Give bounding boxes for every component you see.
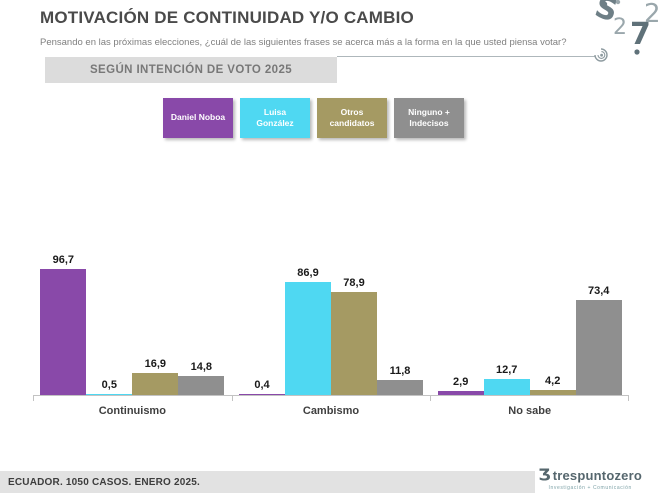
bar-value-label: 73,4	[587, 284, 610, 297]
bar-value-label: 11,8	[389, 364, 411, 377]
brand-3-icon: Ʒ	[538, 465, 551, 484]
bar: 86,9	[285, 267, 331, 395]
bar-value-label: 86,9	[297, 267, 319, 280]
legend-item: Otros candidatos	[317, 98, 387, 138]
category-label: Cambismo	[302, 405, 360, 417]
section-banner: SEGÚN INTENCIÓN DE VOTO 2025	[45, 57, 337, 83]
bar-value-label: 96,7	[52, 254, 75, 267]
bar: 2,9	[437, 376, 484, 395]
bar: 4,2	[529, 374, 576, 395]
bar-value-label: 4,2	[545, 374, 561, 387]
bar-rect	[40, 269, 87, 395]
svg-text:2: 2	[613, 15, 627, 40]
svg-text:7: 7	[630, 17, 651, 52]
bar-value-label: 2,9	[453, 376, 469, 389]
bar-chart-plot-area: 96,7 0,5 16,9 14,8 Continuismo 0,4 86,9 78,9 11,…	[33, 244, 629, 417]
bar-rect	[483, 378, 530, 395]
bar-rect	[132, 373, 179, 395]
brand-caption: Investigación + Comunicación	[548, 485, 632, 491]
bar-group: 0,4 86,9 78,9 11,8 Cambismo	[232, 244, 431, 417]
bar-value-label: 16,9	[144, 358, 167, 371]
bar: 96,7	[40, 254, 87, 395]
header-divider	[337, 56, 595, 57]
axis-tick	[430, 395, 432, 401]
bar: 0,5	[86, 379, 133, 395]
bar-rect	[285, 282, 331, 395]
legend-item-label: Luisa González	[256, 106, 294, 128]
bar-rect	[437, 391, 484, 395]
bar: 0,4	[239, 379, 285, 395]
legend-item-label: Otros candidatos	[329, 106, 375, 128]
bar-rect	[377, 379, 423, 395]
divider-swirl-icon	[593, 48, 609, 69]
bar-value-label: 12,7	[495, 363, 518, 376]
legend-item-label: Ninguno + Indecisos	[408, 106, 450, 128]
corner-brand-mark-icon: S 2 7 2	[588, 0, 660, 89]
bar-rect	[86, 394, 133, 395]
page-title: MOTIVACIÓN DE CONTINUIDAD Y/O CAMBIO	[40, 8, 414, 27]
axis-tick	[628, 395, 629, 401]
footer-source-text: ECUADOR. 1050 CASOS. ENERO 2025.	[8, 476, 201, 488]
bar-rect	[239, 394, 285, 395]
bar-rect	[529, 389, 576, 395]
bar-value-label: 0,5	[101, 379, 117, 391]
bar-value-label: 78,9	[343, 277, 365, 290]
chart-legend: Daniel Noboa Luisa González Otros candidat…	[163, 98, 464, 138]
bar: 11,8	[377, 365, 423, 395]
svg-text:2: 2	[644, 0, 660, 29]
axis-tick	[231, 395, 233, 401]
legend-item: Luisa González	[240, 98, 310, 138]
axis-tick	[33, 395, 34, 401]
bar: 14,8	[178, 360, 225, 395]
bar: 16,9	[132, 358, 179, 395]
section-banner-label: SEGÚN INTENCIÓN DE VOTO 2025	[89, 64, 293, 76]
legend-item: Daniel Noboa	[163, 98, 233, 138]
bar: 78,9	[331, 277, 377, 395]
legend-item-label: Daniel Noboa	[170, 112, 226, 123]
bar-group: 2,9 12,7 4,2 73,4 No sabe	[430, 244, 629, 417]
category-label: No sabe	[508, 405, 552, 417]
bar-value-label: 14,8	[190, 360, 213, 373]
bar-rect	[331, 292, 377, 395]
bar: 12,7	[483, 363, 530, 395]
bar-rect	[178, 375, 225, 395]
legend-item: Ninguno + Indecisos	[394, 98, 464, 138]
bar: 73,4	[575, 284, 622, 395]
brand-logo: Ʒ trespuntozero Investigación + Comunica…	[538, 465, 642, 492]
footer-source-bar: ECUADOR. 1050 CASOS. ENERO 2025.	[0, 471, 535, 493]
category-label: Continuismo	[98, 405, 166, 417]
bar-group: 96,7 0,5 16,9 14,8 Continuismo	[33, 244, 232, 417]
bar-value-label: 0,4	[254, 379, 270, 391]
page-subtitle: Pensando en las próximas elecciones, ¿cu…	[40, 37, 567, 48]
brand-name: trespuntozero	[552, 467, 642, 483]
bar-rect	[575, 299, 622, 395]
